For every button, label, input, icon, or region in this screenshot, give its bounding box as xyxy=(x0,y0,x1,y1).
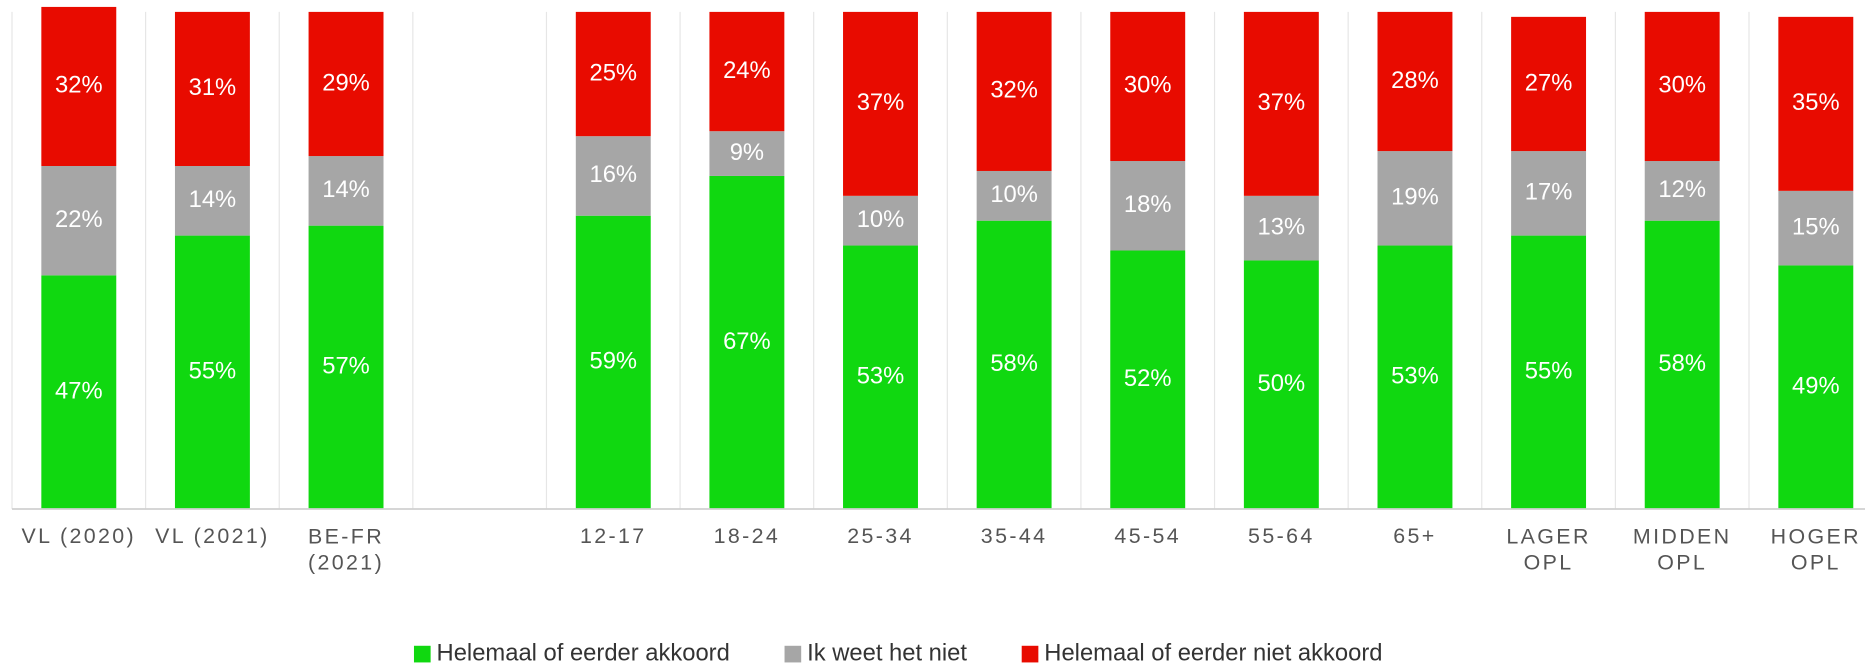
bar-segment xyxy=(174,11,250,167)
value-label: 9% xyxy=(730,139,764,166)
value-label: 57% xyxy=(322,353,370,380)
bar-segment xyxy=(1243,11,1319,196)
value-label: 14% xyxy=(189,186,237,213)
value-label: 16% xyxy=(589,161,637,188)
legend-label: Helemaal of eerder niet akkoord xyxy=(1044,639,1382,666)
bar-segment xyxy=(41,275,117,510)
bar-segment xyxy=(1511,235,1587,510)
x-tick-label: 18-24 xyxy=(714,524,781,548)
value-label: 10% xyxy=(990,181,1038,208)
bar-segment xyxy=(1377,245,1453,510)
legend-label: Helemaal of eerder akkoord xyxy=(437,639,730,666)
value-label: 35% xyxy=(1792,89,1840,116)
legend-label: Ik weet het niet xyxy=(807,639,967,666)
bar-segment xyxy=(843,245,918,510)
bar-segment xyxy=(1511,151,1587,236)
bar-segment xyxy=(575,136,651,216)
bar-segment xyxy=(976,220,1052,510)
value-label: 53% xyxy=(1391,363,1439,390)
value-label: 37% xyxy=(1258,89,1306,116)
bar-segment xyxy=(1644,161,1720,221)
x-tick-label: BE-FR (2021) xyxy=(308,524,384,574)
value-label: 31% xyxy=(189,74,237,101)
bar-segment xyxy=(1511,16,1587,152)
bar-segment xyxy=(1377,11,1453,152)
bar-segment xyxy=(41,166,117,276)
value-label: 27% xyxy=(1525,69,1573,96)
value-label: 30% xyxy=(1124,72,1172,99)
bar-segment xyxy=(1243,195,1319,261)
bar-segment xyxy=(843,195,918,246)
bar-segment xyxy=(308,11,384,157)
value-label: 24% xyxy=(723,57,771,84)
x-tick-label: VL (2020) xyxy=(22,524,137,548)
bar-segment xyxy=(1110,161,1186,251)
value-label: 13% xyxy=(1258,213,1306,240)
legend-swatch xyxy=(1021,645,1039,663)
bar-segment xyxy=(1243,260,1319,510)
value-label: 37% xyxy=(857,89,905,116)
bar-segment xyxy=(709,11,785,132)
x-tick-label: VL (2021) xyxy=(155,524,270,548)
value-label: 29% xyxy=(322,69,370,96)
bar-segment xyxy=(41,6,117,167)
legend-swatch xyxy=(784,645,802,663)
value-label: 32% xyxy=(990,77,1038,104)
x-tick-label: 25-34 xyxy=(847,524,914,548)
value-label: 59% xyxy=(589,348,637,375)
value-label: 58% xyxy=(1658,350,1706,377)
bar-segment xyxy=(575,11,651,137)
bar-segment xyxy=(1778,190,1854,266)
bar-segment xyxy=(174,235,250,510)
value-label: 67% xyxy=(723,328,771,355)
value-label: 50% xyxy=(1258,370,1306,397)
x-tick-label: LAGER OPL xyxy=(1506,524,1590,574)
bar-segment xyxy=(308,156,384,226)
bar-segment xyxy=(1778,265,1854,510)
value-label: 53% xyxy=(857,363,905,390)
bar-segment xyxy=(709,131,785,176)
value-label: 58% xyxy=(990,350,1038,377)
value-label: 19% xyxy=(1391,184,1439,211)
x-tick-label: 65+ xyxy=(1393,524,1436,548)
x-tick-label: 45-54 xyxy=(1114,524,1181,548)
x-tick-label: MIDDEN OPL xyxy=(1633,524,1732,574)
value-label: 18% xyxy=(1124,191,1172,218)
bar-segment xyxy=(174,166,250,236)
x-tick-label: 12-17 xyxy=(580,524,647,548)
x-tick-label: 35-44 xyxy=(981,524,1048,548)
value-label: 25% xyxy=(589,59,637,86)
bar-segment xyxy=(1778,16,1854,191)
value-label: 52% xyxy=(1124,365,1172,392)
value-label: 17% xyxy=(1525,179,1573,206)
bar-segment xyxy=(308,225,384,510)
x-tick-label: 55-64 xyxy=(1248,524,1315,548)
value-label: 49% xyxy=(1792,373,1840,400)
bar-segment xyxy=(976,11,1052,171)
value-label: 10% xyxy=(857,206,905,233)
value-label: 55% xyxy=(1525,358,1573,385)
bar-segment xyxy=(1110,250,1186,510)
value-label: 32% xyxy=(55,72,103,99)
value-label: 12% xyxy=(1658,176,1706,203)
bar-segment xyxy=(1644,11,1720,162)
bar-segment xyxy=(1110,11,1186,162)
legend-swatch xyxy=(413,645,431,663)
value-label: 47% xyxy=(55,377,103,404)
bar-segment xyxy=(1377,151,1453,246)
bar-segment xyxy=(1644,220,1720,510)
bar-segment xyxy=(575,215,651,510)
legend: Helemaal of eerder akkoord Ik weet het ni… xyxy=(413,639,1382,666)
value-label: 55% xyxy=(189,358,237,385)
value-label: 14% xyxy=(322,176,370,203)
x-tick-label: HOGER OPL xyxy=(1771,524,1861,574)
bar-segment xyxy=(976,170,1052,221)
value-label: 30% xyxy=(1658,72,1706,99)
value-label: 15% xyxy=(1792,213,1840,240)
bar-segment xyxy=(843,11,918,196)
value-label: 28% xyxy=(1391,67,1439,94)
value-label: 22% xyxy=(55,206,103,233)
bar-segment xyxy=(709,175,785,510)
